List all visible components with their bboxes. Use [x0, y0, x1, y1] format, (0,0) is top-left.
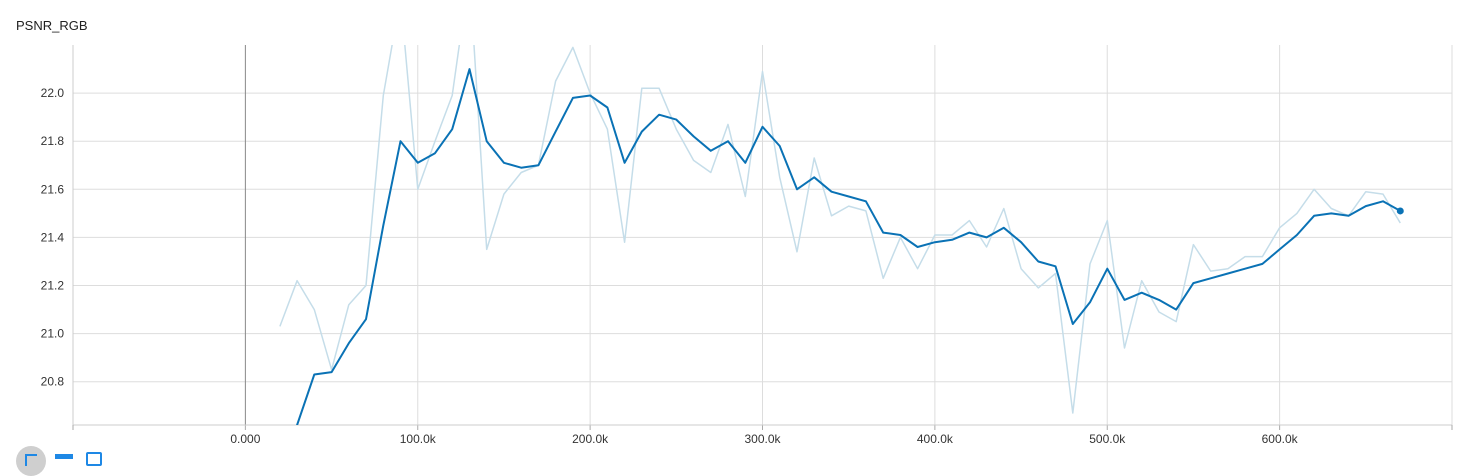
x-tick-label: 100.0k — [400, 432, 437, 446]
y-tick-label: 22.0 — [41, 86, 65, 100]
grid — [73, 45, 1452, 425]
x-tick-label: 600.0k — [1262, 432, 1299, 446]
fullscreen-icon[interactable] — [16, 446, 46, 476]
fullscreen-glyph — [25, 454, 37, 466]
tick-labels: 20.8 21.0 21.2 21.4 21.6 21.8 22.0 0.000 100.0k 2… — [41, 86, 1299, 446]
x-tick-label: 400.0k — [917, 432, 954, 446]
x-tick-label: 0.000 — [230, 432, 260, 446]
fit-domain-icon[interactable] — [86, 452, 102, 466]
chart-toolbar — [16, 446, 136, 476]
marker-layer — [1396, 207, 1404, 215]
y-tick-label: 21.2 — [41, 279, 65, 293]
y-tick-label: 21.8 — [41, 134, 65, 148]
y-tick-label: 21.4 — [41, 230, 65, 244]
y-tick-label: 20.8 — [41, 375, 65, 389]
list-icon[interactable] — [55, 454, 73, 459]
x-tick-label: 300.0k — [744, 432, 781, 446]
raw-series-line — [279, 45, 1401, 414]
smoothed-series-line — [295, 68, 1401, 425]
axes — [72, 45, 1453, 430]
chart-svg: 20.8 21.0 21.2 21.4 21.6 21.8 22.0 0.000 100.0k 2… — [41, 45, 1453, 446]
x-tick-label: 500.0k — [1089, 432, 1126, 446]
y-tick-label: 21.0 — [41, 327, 65, 341]
last-point-marker — [1396, 207, 1404, 215]
chart-title: PSNR_RGB — [16, 18, 88, 33]
y-tick-label: 21.6 — [41, 182, 65, 196]
series-layer — [279, 45, 1401, 425]
x-tick-label: 200.0k — [572, 432, 609, 446]
